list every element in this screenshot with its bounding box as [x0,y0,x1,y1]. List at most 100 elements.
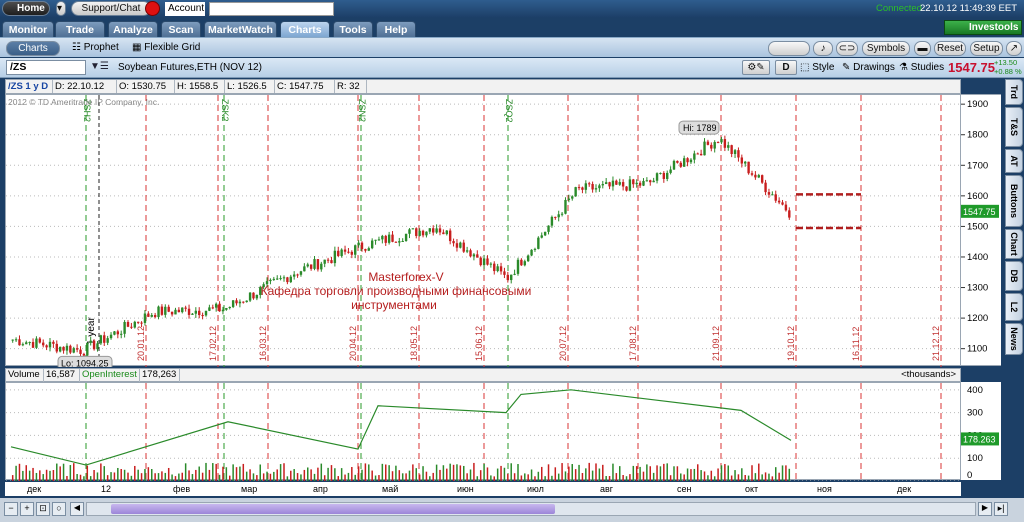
side-tab-trd[interactable]: Trd [1005,79,1023,105]
account-field[interactable] [209,2,334,16]
drawings-menu[interactable]: ✎ Drawings [842,62,895,73]
zoom-in-icon[interactable]: + [20,502,34,516]
reset-button[interactable]: Reset [934,41,966,56]
candle-body [560,213,564,215]
expand-icon[interactable]: ↗ [1006,41,1022,56]
link-icon[interactable]: ⊂⊃ [836,41,858,56]
tab-charts[interactable]: Charts [280,21,330,37]
candle-body [42,342,45,346]
scroll-track[interactable] [86,502,976,516]
candle-body [750,173,754,175]
candle-body [377,239,381,241]
candle-body [564,199,567,214]
candle-body [554,216,557,218]
low-value: L: 1526.5 [225,80,275,93]
symbols-button[interactable]: Symbols [862,41,910,56]
month-label: окт [745,484,758,494]
record-icon[interactable] [145,1,160,16]
candle-body [170,311,174,315]
candle-body [306,264,309,267]
candle-body [248,292,252,301]
candle-body [157,306,160,318]
symbol-input[interactable]: /ZS [6,60,86,75]
candle-body [408,229,411,234]
scroll-right-icon[interactable]: ▶ [978,502,992,516]
scroll-left-icon[interactable]: ◀ [70,502,84,516]
candle-body [577,187,581,189]
fit-icon[interactable]: ⊡ [36,502,50,516]
tab-tools[interactable]: Tools [333,21,373,37]
candle-body [499,266,503,272]
side-tab-at[interactable]: AT [1005,149,1023,173]
date-value: D: 22.10.12 [53,80,117,93]
print-icon[interactable]: ▬ [914,41,931,56]
investools-button[interactable]: Investools [944,20,1022,35]
charts-subtab[interactable]: Charts [6,41,60,56]
flexible-grid-subtab[interactable]: ▦ Flexible Grid [132,42,200,53]
reset-zoom-icon[interactable]: ○ [52,502,66,516]
price-chart[interactable]: 20.01.12 17.02.12 16.03.12 20.04.12 18.05.12… [5,94,962,370]
prophet-subtab[interactable]: ☷ Prophet [72,42,119,53]
zoom-out-icon[interactable]: − [4,502,18,516]
support-chat-button[interactable]: Support/Chat [71,1,151,16]
candle-body [299,271,303,275]
month-label: апр [313,484,328,494]
candle-body [469,250,472,257]
tab-marketwatch[interactable]: MarketWatch [204,21,277,37]
candle-body [245,300,248,303]
setup-button[interactable]: Setup [970,41,1003,56]
dropdown-icon[interactable]: ▾ [56,1,66,16]
time-scrollbar[interactable]: − + ⊡ ○ ◀ ▶ ▸| [0,498,1024,522]
candle-body [682,158,686,167]
candle-body [621,182,625,187]
candle-body [438,228,442,233]
candle-body [493,263,496,272]
volume-chart[interactable] [5,382,962,482]
layout-selector[interactable] [768,41,810,56]
candle-body [788,210,791,218]
candle-body [520,259,523,266]
candle-body [404,233,408,241]
price-axis[interactable]: 1900 1800 1700 1600 1500 1400 1300 1200 1100 1547… [961,94,1001,366]
candle-body [727,145,730,148]
candle-body [218,303,221,312]
style-menu[interactable]: ⬚ Style [800,62,834,73]
home-button[interactable]: Home [2,1,50,16]
price-tick-label: 1300 [967,283,988,294]
low-marker: Lo: 1094.25 [57,355,113,370]
tab-scan[interactable]: Scan [161,21,201,37]
tab-analyze[interactable]: Analyze [108,21,158,37]
candle-body [638,182,642,186]
scroll-thumb[interactable] [111,504,555,514]
candle-body [489,263,493,265]
studies-label: Studies [910,62,945,73]
candle-body [164,306,167,315]
side-tab-chart[interactable]: Chart [1005,229,1023,259]
side-tab-ts[interactable]: T&S [1005,107,1023,147]
chart-tools-icon[interactable]: ⚙✎ [742,60,770,75]
one-year-label: 1 year [86,317,97,345]
expiry-date-label: 16.03.12 [258,326,268,361]
tab-help[interactable]: Help [376,21,416,37]
tab-monitor[interactable]: Monitor [2,21,54,37]
candle-body [269,279,272,282]
side-tab-l2[interactable]: L2 [1005,293,1023,321]
candle-body [611,180,615,187]
scroll-end-icon[interactable]: ▸| [994,502,1008,516]
tab-trade[interactable]: Trade [55,21,105,37]
studies-menu[interactable]: ⚗ Studies [899,62,944,73]
side-tab-news[interactable]: News [1005,323,1023,355]
aggregation-button[interactable]: D [775,60,797,75]
candle-body [723,139,727,148]
side-tab-buttons[interactable]: Buttons [1005,175,1023,227]
candle-body [340,249,343,256]
candle-body [370,240,374,249]
candle-body [109,334,113,339]
candle-body [140,322,143,324]
side-tab-db[interactable]: DB [1005,261,1023,291]
alert-bell-icon[interactable]: ♪ [813,41,833,56]
time-axis: дек 12 фев мар апр май июн июл авг сен окт ноя дек [5,482,961,496]
symbol-menu-icon[interactable]: ▼☰ [90,61,109,72]
volume-info-bar: Volume 16,587 OpenInterest 178,263 <thou… [5,368,961,382]
high-marker: Hi: 1789 [678,120,720,135]
